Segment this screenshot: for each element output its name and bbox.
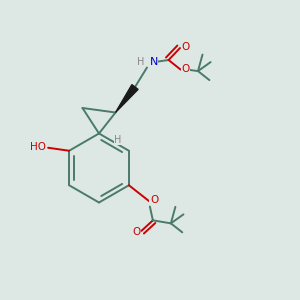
Text: N: N (149, 57, 158, 68)
Text: O: O (181, 41, 190, 52)
Text: O: O (132, 227, 140, 237)
Text: H: H (137, 57, 145, 68)
Text: H: H (114, 135, 122, 145)
Text: O: O (150, 195, 158, 205)
Text: HO: HO (30, 142, 46, 152)
Text: O: O (181, 64, 190, 74)
Polygon shape (116, 85, 138, 112)
